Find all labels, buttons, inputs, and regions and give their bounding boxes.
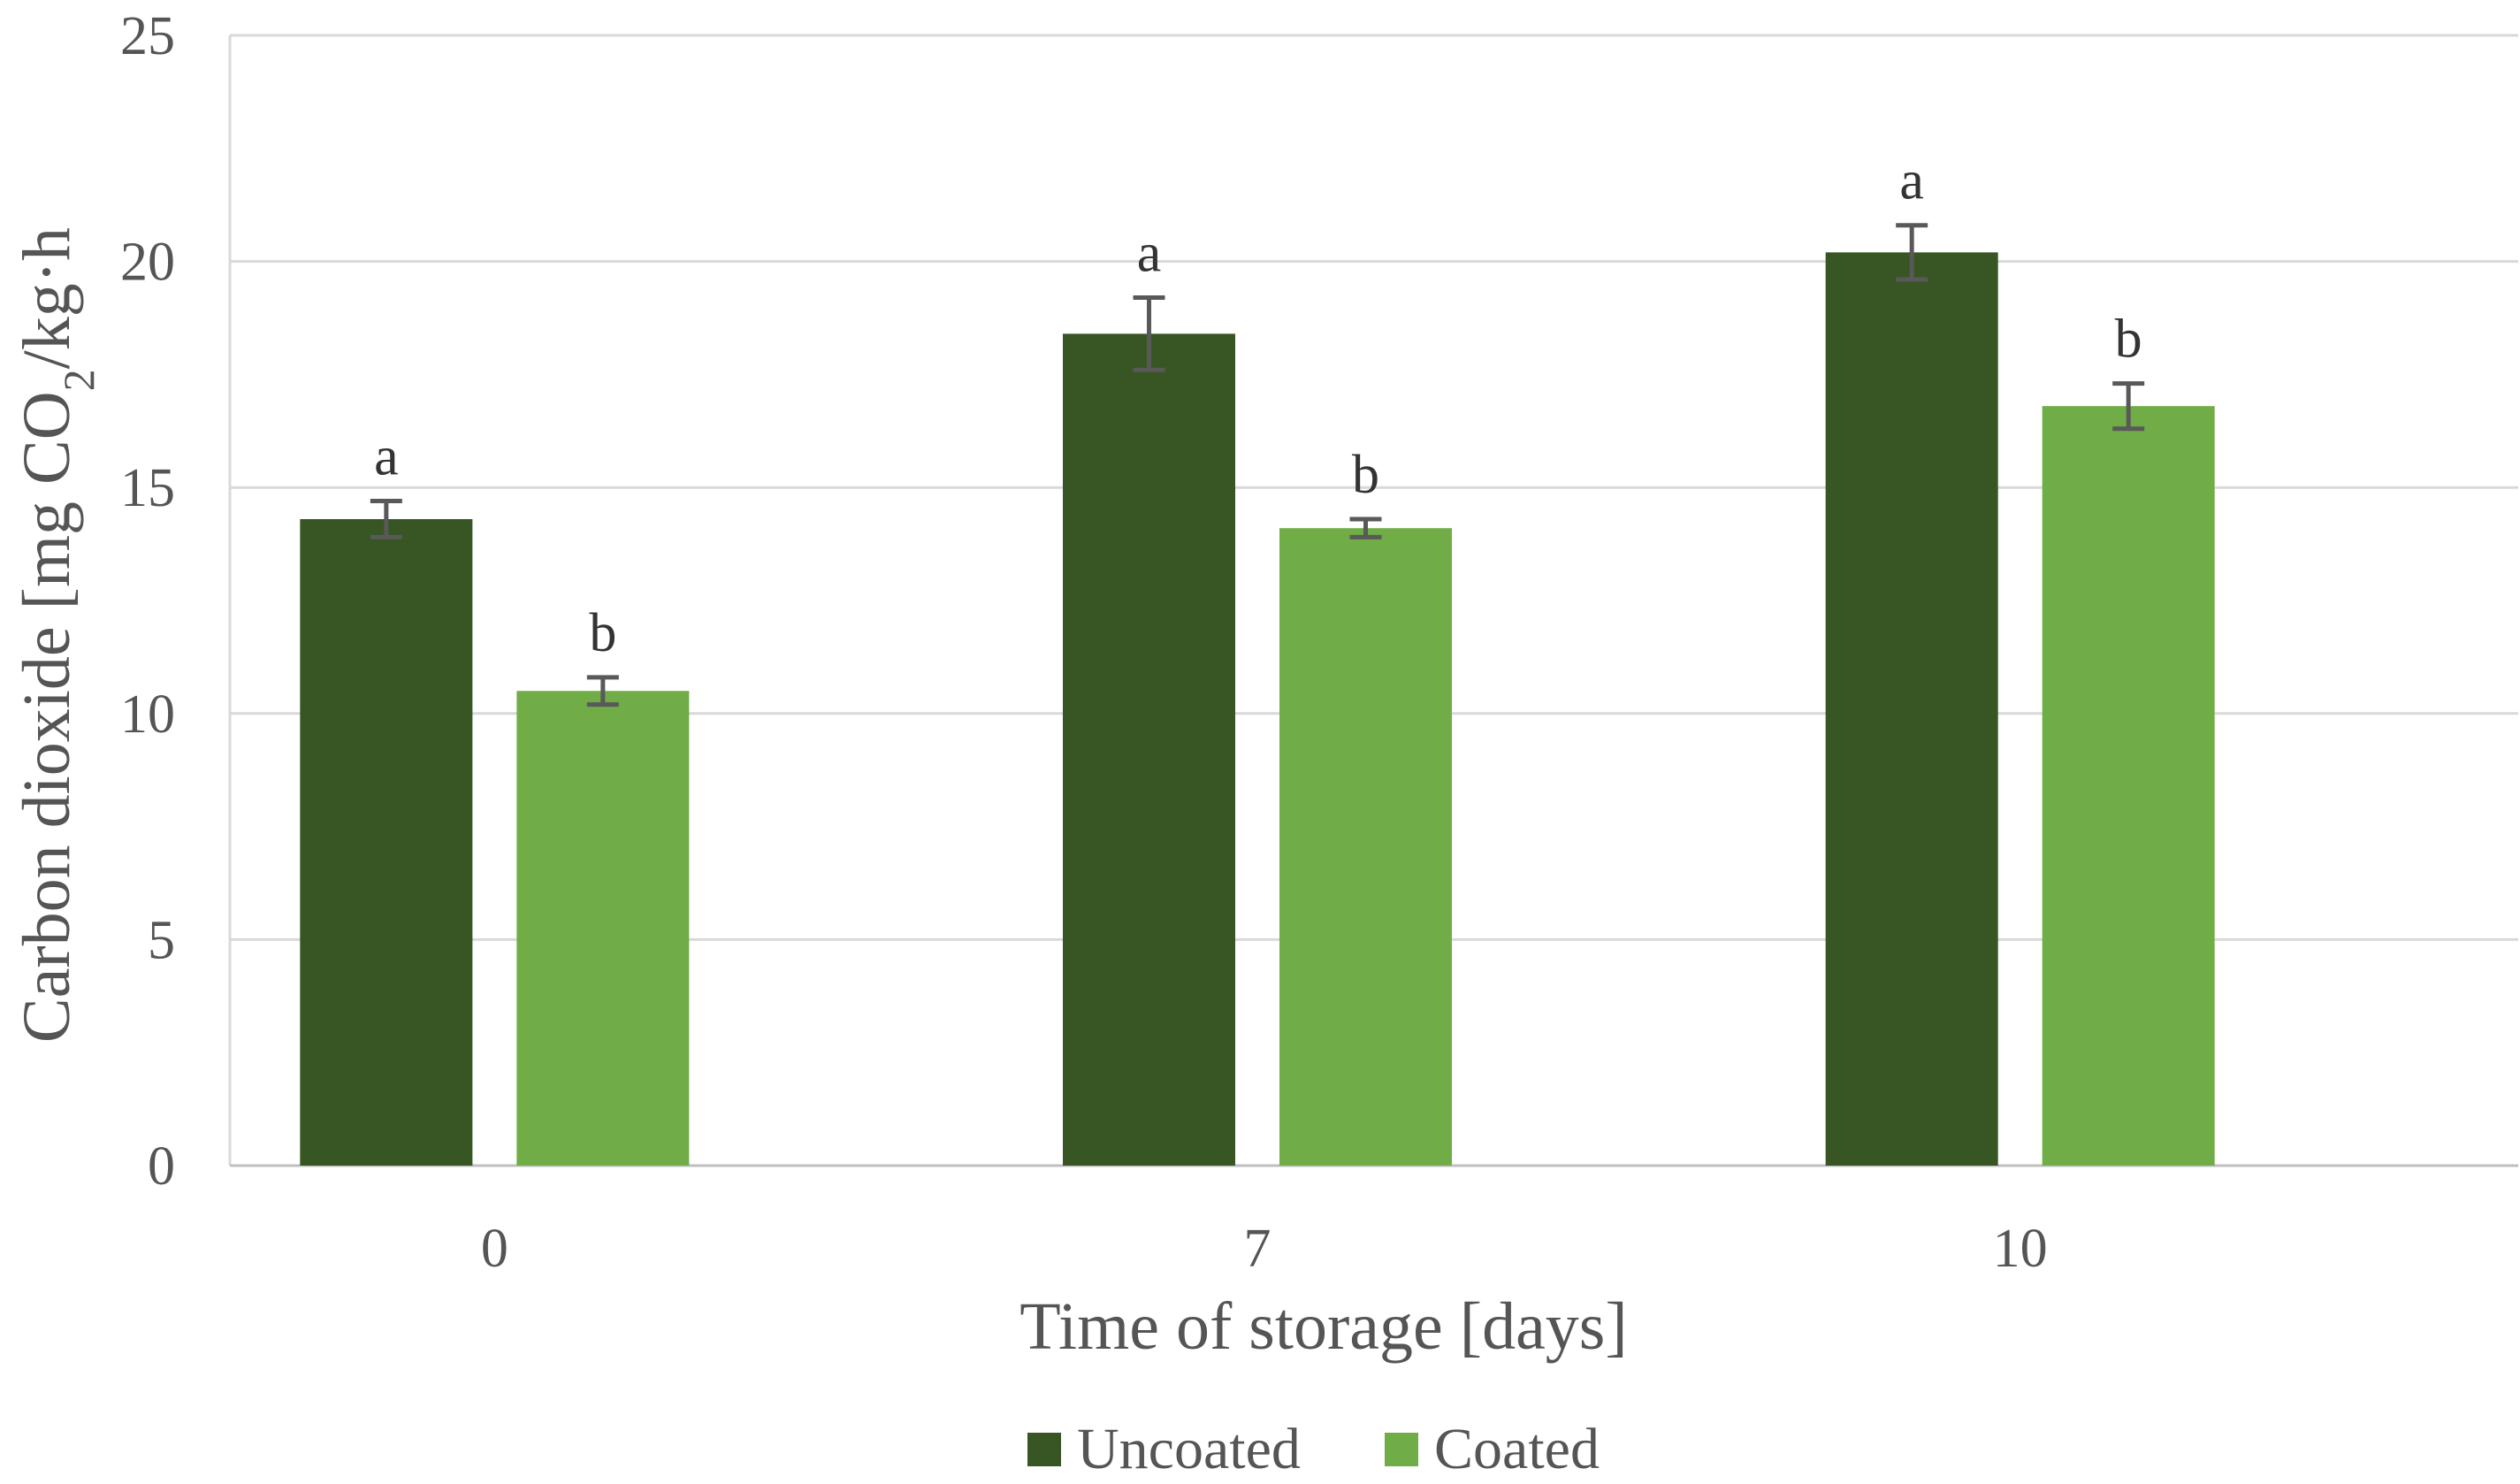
bar xyxy=(300,518,473,1166)
y-tick-label: 15 xyxy=(120,458,175,518)
y-tick-label: 0 xyxy=(148,1136,175,1197)
bar xyxy=(516,691,690,1166)
legend-label-uncoated: Uncoated xyxy=(1077,1417,1301,1481)
significance-labels: a b a b a b xyxy=(374,151,2142,663)
x-tick-label: 7 xyxy=(1244,1219,1271,1279)
x-axis-ticks: 0 7 10 xyxy=(481,1219,2048,1279)
x-tick-label: 0 xyxy=(481,1219,508,1279)
y-axis-title: Carbon dioxide [mg CO2/kg·h xyxy=(10,227,103,1043)
legend-swatch-uncoated xyxy=(1027,1433,1061,1466)
y-axis-title-suffix: /kg·h xyxy=(10,227,84,369)
y-tick-label: 5 xyxy=(148,910,175,970)
y-axis-title-prefix: Carbon dioxide [mg CO xyxy=(10,391,84,1043)
legend-label-coated: Coated xyxy=(1434,1417,1600,1481)
y-tick-label: 25 xyxy=(120,6,175,66)
significance-label: b xyxy=(2115,310,2142,370)
legend-swatch-coated xyxy=(1385,1433,1418,1466)
legend: Uncoated Coated xyxy=(1027,1417,1600,1481)
significance-label: b xyxy=(589,603,616,663)
bars xyxy=(300,252,2215,1167)
error-bars xyxy=(370,223,2145,708)
y-tick-label: 20 xyxy=(120,233,175,293)
bar xyxy=(1063,333,1235,1167)
bar xyxy=(1825,252,1998,1167)
y-axis-title-subscript: 2 xyxy=(54,369,103,391)
y-axis-ticks: 0 5 10 15 20 25 xyxy=(120,6,175,1197)
x-tick-label: 10 xyxy=(1993,1219,2048,1279)
bar xyxy=(1279,528,1452,1166)
y-tick-label: 10 xyxy=(120,685,175,745)
x-axis-title: Time of storage [days] xyxy=(1019,1289,1627,1364)
significance-label: a xyxy=(374,427,399,487)
significance-label: a xyxy=(1137,223,1162,283)
bar xyxy=(2042,406,2215,1167)
significance-label: b xyxy=(1352,445,1379,505)
significance-label: a xyxy=(1899,151,1924,211)
